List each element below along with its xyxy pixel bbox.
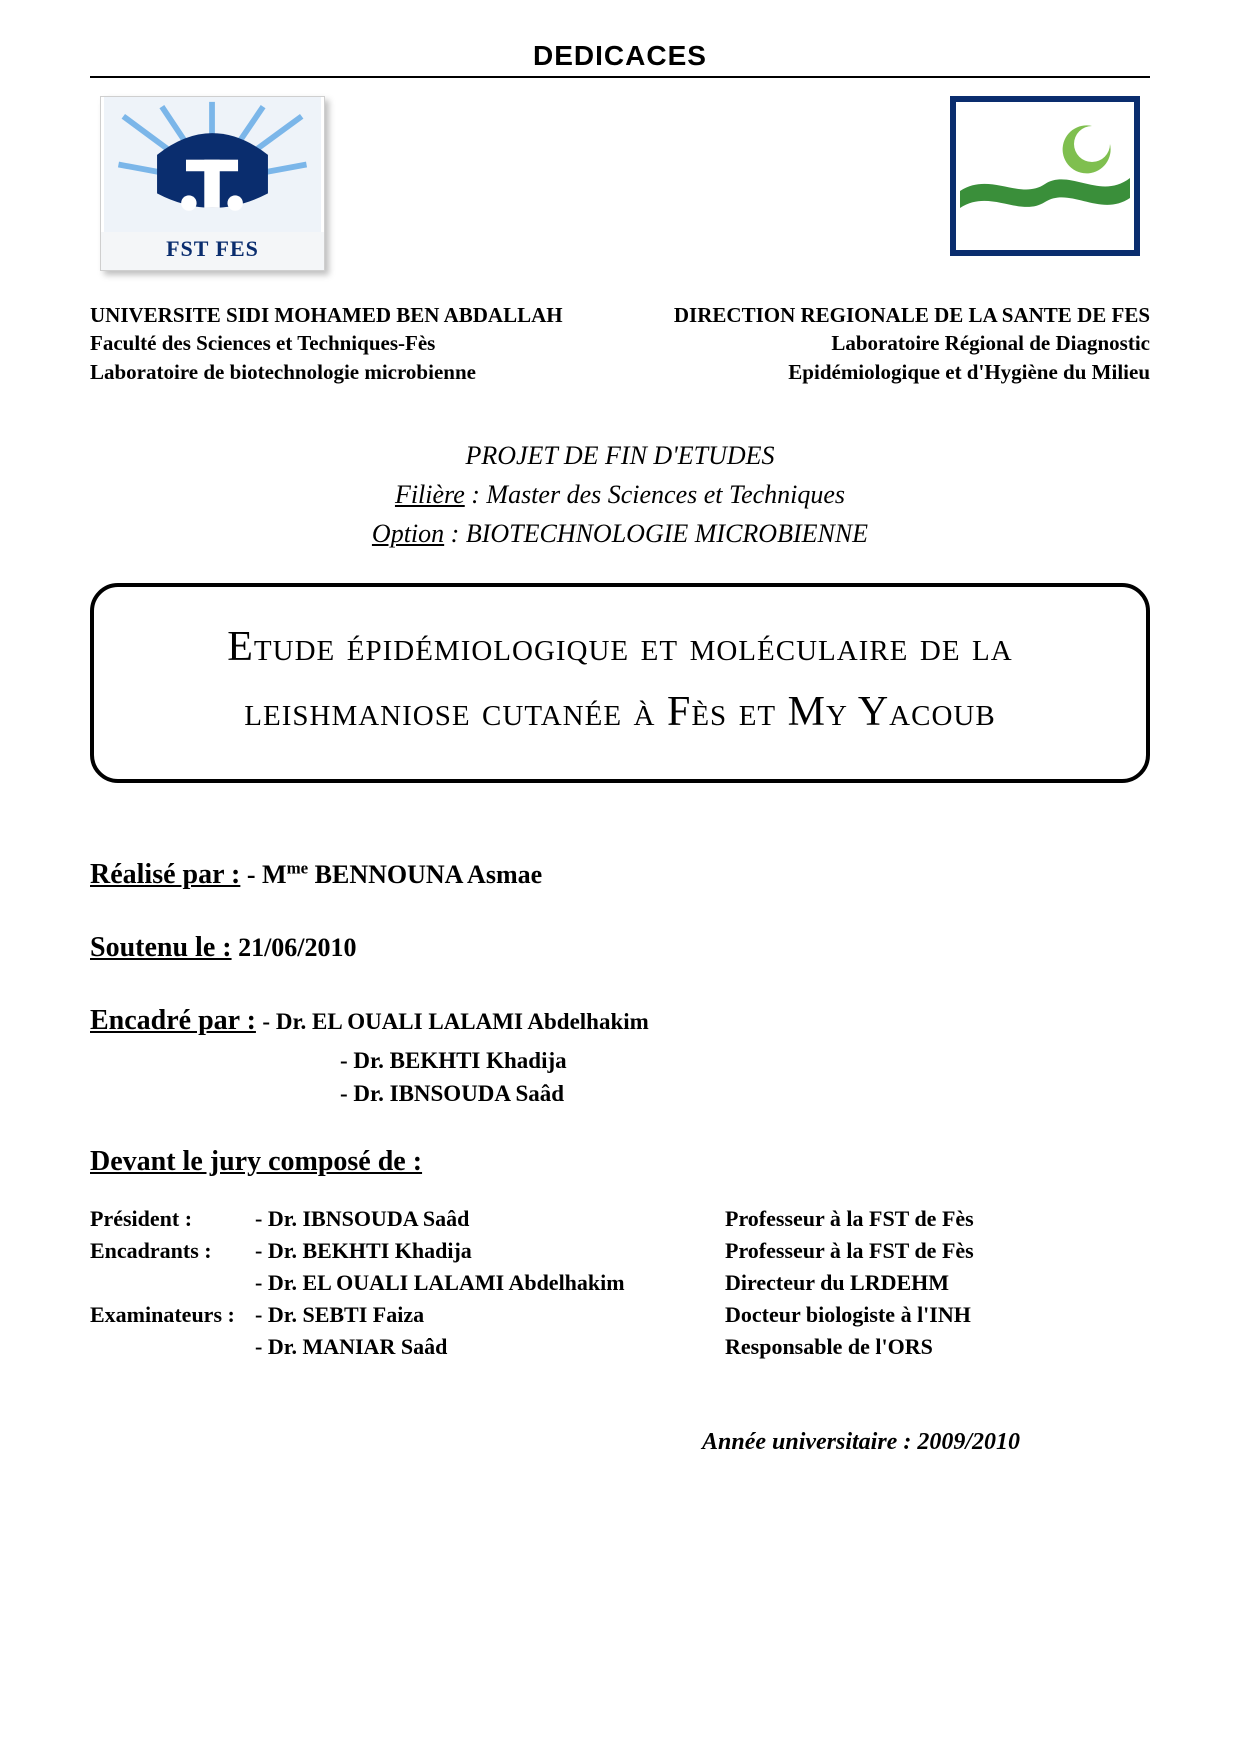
logo-fst-fes: FST FES <box>100 96 325 271</box>
divider <box>90 76 1150 78</box>
logo-sante <box>950 96 1140 256</box>
logos-row: FST FES <box>90 96 1150 271</box>
encadre-label: Encadré par : <box>90 1005 256 1036</box>
jury-row: - Dr. MANIAR Saâd Responsable de l'ORS <box>90 1331 1150 1363</box>
filiere-label: Filière <box>395 480 465 509</box>
realise-label: Réalisé par : <box>90 859 240 890</box>
dedicaces-heading: DEDICACES <box>90 40 1150 72</box>
spacer <box>90 971 1150 999</box>
sante-logo-icon <box>960 106 1130 246</box>
jury-heading: Devant le jury composé de : <box>90 1140 1150 1185</box>
jury-title: Professeur à la FST de Fès <box>725 1203 1150 1235</box>
soutenu-label: Soutenu le : <box>90 932 232 963</box>
jury-role: Président : <box>90 1203 255 1235</box>
project-line1: PROJET DE FIN D'ETUDES <box>90 436 1150 475</box>
jury-list: Président : - Dr. IBNSOUDA Saâd Professe… <box>90 1203 1150 1362</box>
jury-title: Responsable de l'ORS <box>725 1331 1150 1363</box>
page: DEDICACES FST FES <box>0 0 1240 1755</box>
jury-name: - Dr. BEKHTI Khadija <box>255 1235 725 1267</box>
encadre-name-1: - Dr. BEKHTI Khadija <box>90 1044 1150 1077</box>
affiliation-right: DIRECTION REGIONALE DE LA SANTE DE FES L… <box>674 301 1150 386</box>
realise-prefix: - M <box>240 860 286 889</box>
jury-title: Professeur à la FST de Fès <box>725 1235 1150 1267</box>
soutenu-row: Soutenu le : 21/06/2010 <box>90 926 1150 971</box>
project-filiere: Filière : Master des Sciences et Techniq… <box>90 475 1150 514</box>
aff-right-line1: DIRECTION REGIONALE DE LA SANTE DE FES <box>674 301 1150 329</box>
encadre-name-2: - Dr. IBNSOUDA Saâd <box>90 1077 1150 1110</box>
filiere-value: : Master des Sciences et Techniques <box>465 480 845 509</box>
jury-role: Encadrants : <box>90 1235 255 1267</box>
soutenu-value: 21/06/2010 <box>232 933 357 962</box>
project-block: PROJET DE FIN D'ETUDES Filière : Master … <box>90 436 1150 553</box>
main-title: Etude épidémiologique et moléculaire de … <box>114 615 1126 745</box>
realise-name: BENNOUNA Asmae <box>308 860 542 889</box>
affiliation-left: UNIVERSITE SIDI MOHAMED BEN ABDALLAH Fac… <box>90 301 563 386</box>
fst-logo-icon <box>100 97 325 232</box>
project-option: Option : BIOTECHNOLOGIE MICROBIENNE <box>90 514 1150 553</box>
jury-name: - Dr. MANIAR Saâd <box>255 1331 725 1363</box>
realise-row: Réalisé par : - Mme BENNOUNA Asmae <box>90 853 1150 898</box>
jury-name: - Dr. IBNSOUDA Saâd <box>255 1203 725 1235</box>
option-label: Option <box>372 519 444 548</box>
jury-row: - Dr. EL OUALI LALAMI Abdelhakim Directe… <box>90 1267 1150 1299</box>
aff-right-line3: Epidémiologique et d'Hygiène du Milieu <box>674 358 1150 386</box>
jury-name: - Dr. SEBTI Faiza <box>255 1299 725 1331</box>
logo-left-label: FST FES <box>101 232 324 270</box>
jury-row: Président : - Dr. IBNSOUDA Saâd Professe… <box>90 1203 1150 1235</box>
jury-role: Examinateurs : <box>90 1299 255 1331</box>
jury-role <box>90 1331 255 1363</box>
aff-left-line3: Laboratoire de biotechnologie microbienn… <box>90 358 563 386</box>
realise-sup: me <box>287 859 309 878</box>
info-section: Réalisé par : - Mme BENNOUNA Asmae Soute… <box>90 853 1150 1461</box>
jury-role <box>90 1267 255 1299</box>
title-box: Etude épidémiologique et moléculaire de … <box>90 583 1150 783</box>
encadre-row: Encadré par : - Dr. EL OUALI LALAMI Abde… <box>90 999 1150 1044</box>
affiliations: UNIVERSITE SIDI MOHAMED BEN ABDALLAH Fac… <box>90 301 1150 386</box>
jury-row: Examinateurs : - Dr. SEBTI Faiza Docteur… <box>90 1299 1150 1331</box>
aff-left-line2: Faculté des Sciences et Techniques-Fès <box>90 329 563 357</box>
jury-title: Docteur biologiste à l'INH <box>725 1299 1150 1331</box>
aff-right-line2: Laboratoire Régional de Diagnostic <box>674 329 1150 357</box>
jury-name: - Dr. EL OUALI LALAMI Abdelhakim <box>255 1267 725 1299</box>
spacer <box>90 898 1150 926</box>
encadre-name-0-inline: - Dr. EL OUALI LALAMI Abdelhakim <box>262 1009 648 1034</box>
option-value: : BIOTECHNOLOGIE MICROBIENNE <box>444 519 868 548</box>
jury-title: Directeur du LRDEHM <box>725 1267 1150 1299</box>
jury-row: Encadrants : - Dr. BEKHTI Khadija Profes… <box>90 1235 1150 1267</box>
aff-left-line1: UNIVERSITE SIDI MOHAMED BEN ABDALLAH <box>90 301 563 329</box>
annee: Année universitaire : 2009/2010 <box>90 1423 1150 1461</box>
